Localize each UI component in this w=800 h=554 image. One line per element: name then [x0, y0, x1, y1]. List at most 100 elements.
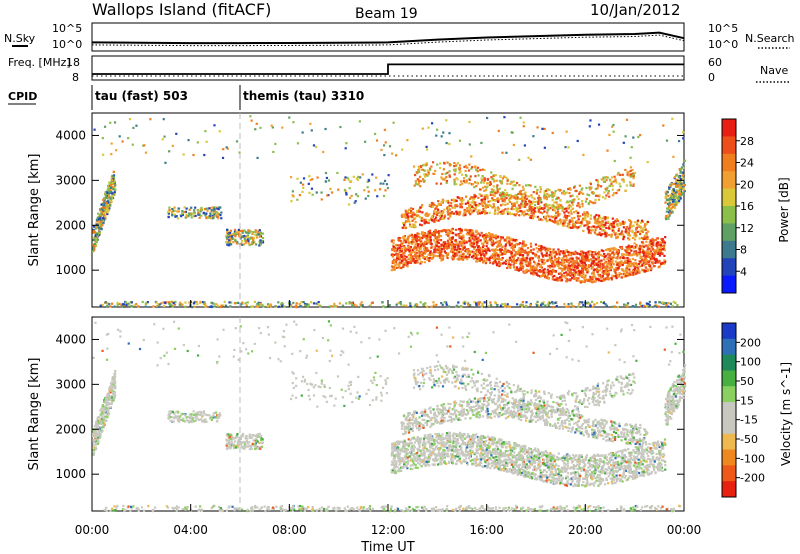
power-echo-cell: [399, 301, 402, 305]
power-echo-cell: [393, 259, 396, 262]
power-echo-cell: [553, 265, 556, 268]
power-echo-cell: [211, 302, 214, 305]
power-echo-cell: [442, 228, 445, 232]
power-echo-cell: [113, 121, 117, 124]
power-echo-cell: [590, 262, 593, 265]
power-echo-cell: [545, 218, 548, 221]
power-echo-cell: [616, 223, 619, 226]
power-echo-cell: [568, 204, 571, 207]
power-echo-cell: [483, 235, 486, 238]
power-echo-cell: [137, 305, 140, 308]
power-echo-cell: [459, 180, 463, 183]
power-echo-cell: [403, 221, 406, 225]
power-echo-cell: [540, 266, 543, 269]
power-echo-cell: [312, 144, 316, 147]
power-echo-cell: [495, 262, 498, 266]
power-echo-cell: [492, 205, 496, 208]
power-echo-cell: [115, 149, 118, 152]
power-echo-cell: [645, 259, 648, 262]
power-echo-cell: [496, 206, 500, 209]
power-echo-cell: [551, 250, 554, 253]
power-echo-cell: [631, 236, 635, 240]
power-echo-cell: [107, 186, 110, 189]
power-echo-cell: [602, 229, 605, 232]
power-echo-cell: [603, 252, 606, 256]
power-echo-cell: [565, 249, 568, 252]
power-echo-cell: [262, 305, 265, 308]
power-echo-cell: [408, 242, 411, 245]
power-echo-cell: [562, 252, 565, 255]
power-echo-cell: [93, 248, 96, 251]
power-echo-cell: [571, 266, 574, 269]
power-echo-cell: [292, 121, 295, 124]
power-echo-cell: [162, 118, 165, 121]
power-echo-cell: [550, 253, 553, 257]
power-echo-cell: [486, 242, 489, 245]
power-echo-cell: [501, 177, 505, 180]
power-echo-cell: [604, 197, 607, 200]
power-echo-cell: [213, 305, 216, 308]
power-echo-cell: [636, 230, 639, 233]
power-echo-cell: [255, 230, 259, 233]
power-echo-cell: [511, 244, 514, 247]
power-echo-cell: [616, 173, 619, 176]
power-echo-cell: [400, 243, 404, 247]
power-echo-cell: [216, 207, 219, 210]
power-echo-cell: [392, 242, 395, 245]
power-echo-cell: [315, 145, 318, 149]
power-echo-cell: [639, 221, 642, 224]
power-echo-cell: [97, 231, 100, 235]
power-echo-cell: [549, 264, 552, 267]
power-echo-cell: [652, 244, 655, 247]
power-echo-cell: [659, 250, 662, 253]
power-echo-cell: [113, 192, 116, 195]
power-echo-cell: [411, 255, 414, 258]
power-echo-cell: [569, 274, 572, 278]
power-echo-cell: [420, 219, 423, 222]
power-echo-cell: [566, 273, 569, 276]
power-echo-cell: [272, 150, 275, 154]
power-echo-cell: [505, 197, 508, 200]
power-echo-cell: [250, 119, 253, 122]
power-echo-cell: [672, 192, 675, 195]
power-echo-cell: [173, 206, 176, 209]
power-echo-cell: [645, 232, 648, 235]
power-echo-cell: [641, 248, 645, 251]
power-echo-cell: [538, 207, 542, 210]
power-echo-cell: [524, 213, 527, 216]
power-echo-cell: [644, 234, 647, 237]
power-echo-cell: [646, 248, 649, 251]
power-echo-cell: [532, 267, 535, 271]
power-echo-cell: [210, 301, 213, 304]
power-echo-cell: [483, 196, 486, 199]
power-echo-cell: [181, 303, 184, 306]
power-echo-cell: [450, 240, 453, 244]
power-echo-cell: [458, 212, 462, 215]
power-echo-cell: [482, 181, 485, 184]
power-echo-cell: [506, 249, 509, 252]
power-echo-cell: [599, 185, 603, 188]
power-echo-cell: [624, 230, 627, 233]
power-echo-cell: [621, 173, 624, 176]
power-echo-cell: [654, 301, 657, 304]
power-echo-cell: [590, 254, 594, 257]
power-echo-cell: [582, 267, 586, 271]
power-echo-cell: [501, 256, 504, 260]
power-echo-cell: [484, 194, 487, 197]
power-echo-cell: [522, 259, 525, 262]
power-echo-cell: [445, 141, 448, 145]
power-echo-cell: [629, 262, 632, 265]
power-echo-cell: [529, 259, 532, 262]
power-echo-cell: [595, 218, 598, 221]
power-echo-cell: [487, 200, 490, 203]
power-echo-cell: [182, 153, 185, 156]
power-echo-cell: [558, 213, 561, 216]
power-echo-cell: [104, 216, 107, 219]
power-echo-cell: [407, 245, 410, 249]
power-echo-cell: [516, 252, 520, 255]
power-echo-cell: [525, 256, 529, 260]
power-echo-cell: [610, 235, 613, 238]
power-echo-cell: [471, 196, 474, 199]
power-echo-cell: [679, 197, 682, 200]
power-echo-cell: [296, 142, 300, 145]
